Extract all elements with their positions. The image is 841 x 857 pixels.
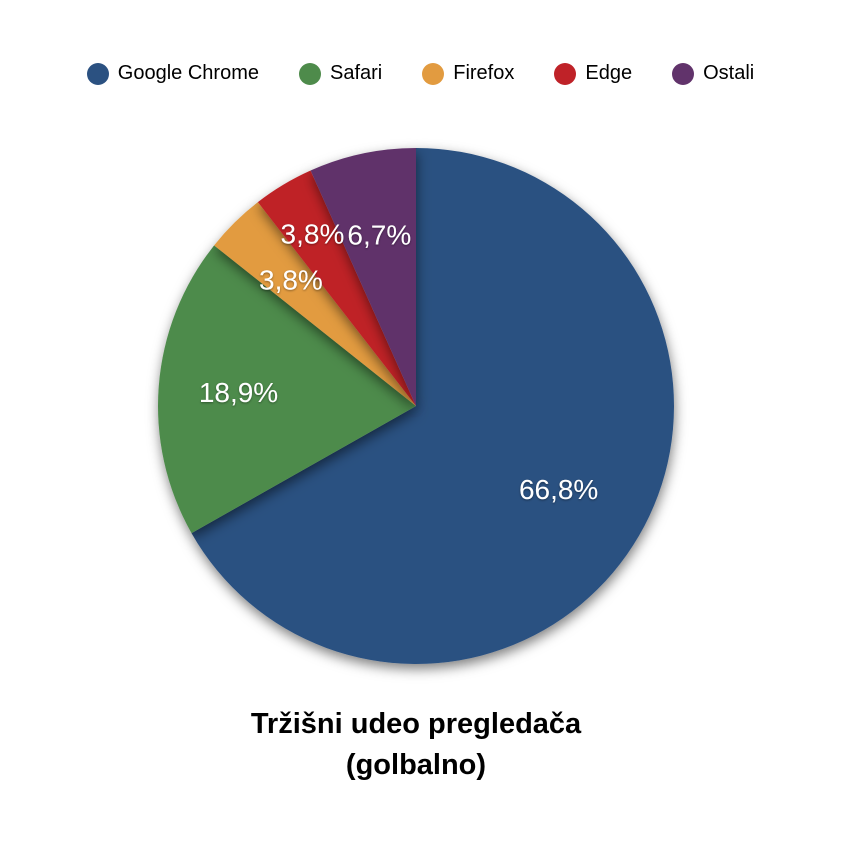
pie-slice-firefox[interactable] xyxy=(214,202,416,406)
pie-slice-edge[interactable] xyxy=(257,170,416,406)
legend-item-firefox[interactable]: Firefox xyxy=(422,62,514,85)
legend-swatch-icon xyxy=(86,62,109,85)
slice-value-label-edge: 3,8% xyxy=(281,218,345,249)
legend-swatch-icon xyxy=(672,62,695,85)
legend-swatch-icon xyxy=(298,62,321,85)
slice-value-label-google-chrome: 66,8% xyxy=(519,474,598,505)
pie-slice-ostali[interactable] xyxy=(310,148,416,406)
slice-value-label-firefox: 3,8% xyxy=(259,264,323,295)
slice-value-label-safari: 18,9% xyxy=(199,377,278,408)
legend-item-google-chrome[interactable]: Google Chrome xyxy=(86,62,259,85)
chart-legend: Google Chrome Safari Firefox Edge Ostali xyxy=(0,62,841,85)
legend-label: Firefox xyxy=(453,62,515,84)
pie-slice-google-chrome[interactable] xyxy=(191,148,674,664)
legend-item-safari[interactable]: Safari xyxy=(298,62,383,85)
chart-title: Tržišni udeo pregledača (golbalno) xyxy=(0,704,832,786)
legend-item-ostali[interactable]: Ostali xyxy=(672,62,754,85)
pie-slice-safari[interactable] xyxy=(158,245,416,534)
legend-label: Google Chrome xyxy=(117,62,259,84)
legend-item-edge[interactable]: Edge xyxy=(554,62,632,85)
legend-swatch-icon xyxy=(554,62,577,85)
legend-label: Safari xyxy=(329,62,383,84)
legend-label: Edge xyxy=(585,62,633,84)
chart-title-line-2: (golbalno) xyxy=(345,749,487,781)
chart-title-line-1: Tržišni udeo pregledača xyxy=(250,708,582,740)
legend-swatch-icon xyxy=(422,62,445,85)
slice-value-label-ostali: 6,7% xyxy=(347,219,411,250)
legend-label: Ostali xyxy=(703,62,755,84)
